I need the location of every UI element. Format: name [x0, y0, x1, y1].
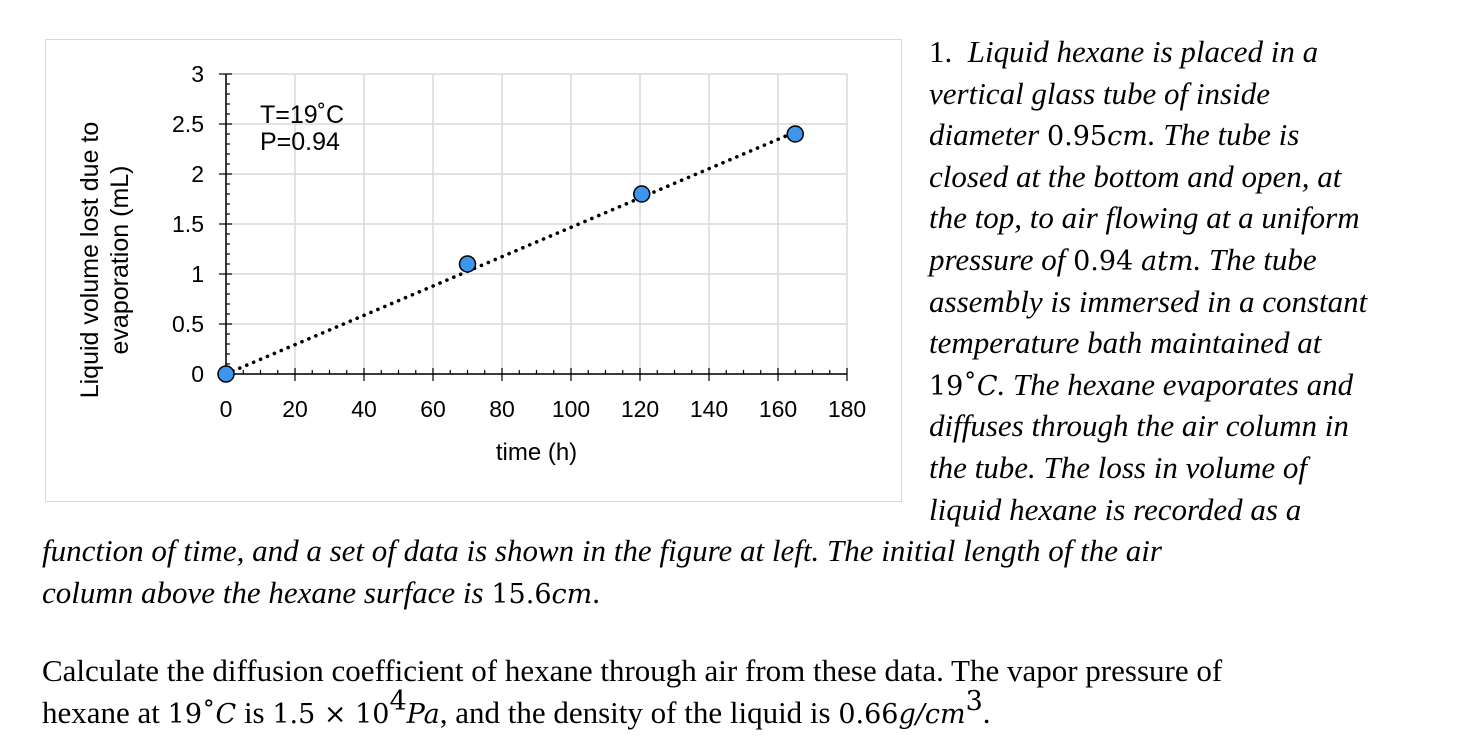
problem-line-3: diameter 0.95cm. The tube is [929, 117, 1300, 153]
x-tick-label: 180 [828, 396, 866, 422]
y-axis-title-line: Liquid volume lost due to [76, 122, 104, 399]
problem-line-7: assembly is immersed in a constant [929, 283, 1368, 319]
x-tick-label: 120 [621, 396, 659, 422]
problem-line-13: function of time, and a set of data is s… [42, 533, 1162, 569]
y-tick-label: 1 [191, 261, 204, 287]
x-axis-title: time (h) [496, 439, 577, 466]
y-tick-label: 0.5 [172, 311, 204, 337]
x-tick-label: 40 [351, 396, 377, 422]
problem-line-8: temperature bath maintained at [929, 325, 1322, 361]
problem-line-1: 1. Liquid hexane is placed in a [929, 34, 1319, 69]
chart-annotation: P=0.94 [260, 128, 340, 156]
chart-panel: 0 20 40 60 80 100 120 140 160 180 0 0.5 1 1.5 2 2.5 3 tim… [45, 39, 902, 502]
x-tick-label: 20 [282, 396, 308, 422]
problem-line-11: the tube. The loss in volume of [929, 450, 1307, 485]
problem-line-14: column above the hexane surface is 15.6c… [42, 574, 600, 610]
problem-line-9: 19˚C. The hexane evaporates and [929, 366, 1354, 402]
volume-loss-chart: 0 20 40 60 80 100 120 140 160 180 0 0.5 1 1.5 2 2.5 3 tim… [76, 61, 866, 466]
data-point [786, 125, 804, 143]
question-line-2: hexane at 19˚C is 1.5 × 104Pa, and the d… [42, 685, 991, 730]
question-line-1: Calculate the diffusion coefficient of h… [42, 653, 1223, 688]
data-point [217, 365, 235, 383]
x-tick-label: 140 [690, 396, 728, 422]
problem-line-6: pressure of 0.94 atm. The tube [929, 242, 1317, 277]
chart-annotation: T=19˚C [260, 101, 344, 129]
trendline [224, 130, 798, 376]
data-point [458, 255, 477, 273]
y-tick-label: 1.5 [172, 211, 204, 237]
x-tick-label: 60 [420, 396, 446, 422]
x-tick-label: 100 [552, 396, 590, 422]
y-tick-label: 3 [191, 61, 204, 87]
y-tick-label: 2.5 [172, 111, 204, 137]
problem-line-2: vertical glass tube of inside [929, 75, 1270, 111]
question: Calculate the diffusion coefficient of h… [42, 650, 1222, 735]
data-point [632, 185, 651, 203]
y-tick-label: 2 [191, 161, 204, 187]
problem-line-4: closed at the bottom and open, at [929, 158, 1342, 194]
problem-line-10: diffuses through the air column in [929, 408, 1349, 444]
y-axis-title-line: evaporation (mL) [106, 166, 134, 355]
problem-line-5: the top, to air flowing at a uniform [929, 200, 1360, 236]
x-tick-label: 160 [759, 396, 797, 422]
y-tick-label: 0 [191, 361, 204, 387]
x-tick-label: 0 [220, 396, 233, 422]
y-axis-title: Liquid volume lost due toevaporation (mL… [76, 122, 134, 399]
x-tick-label: 80 [489, 396, 515, 422]
problem-line-12: liquid hexane is recorded as a [929, 491, 1302, 527]
